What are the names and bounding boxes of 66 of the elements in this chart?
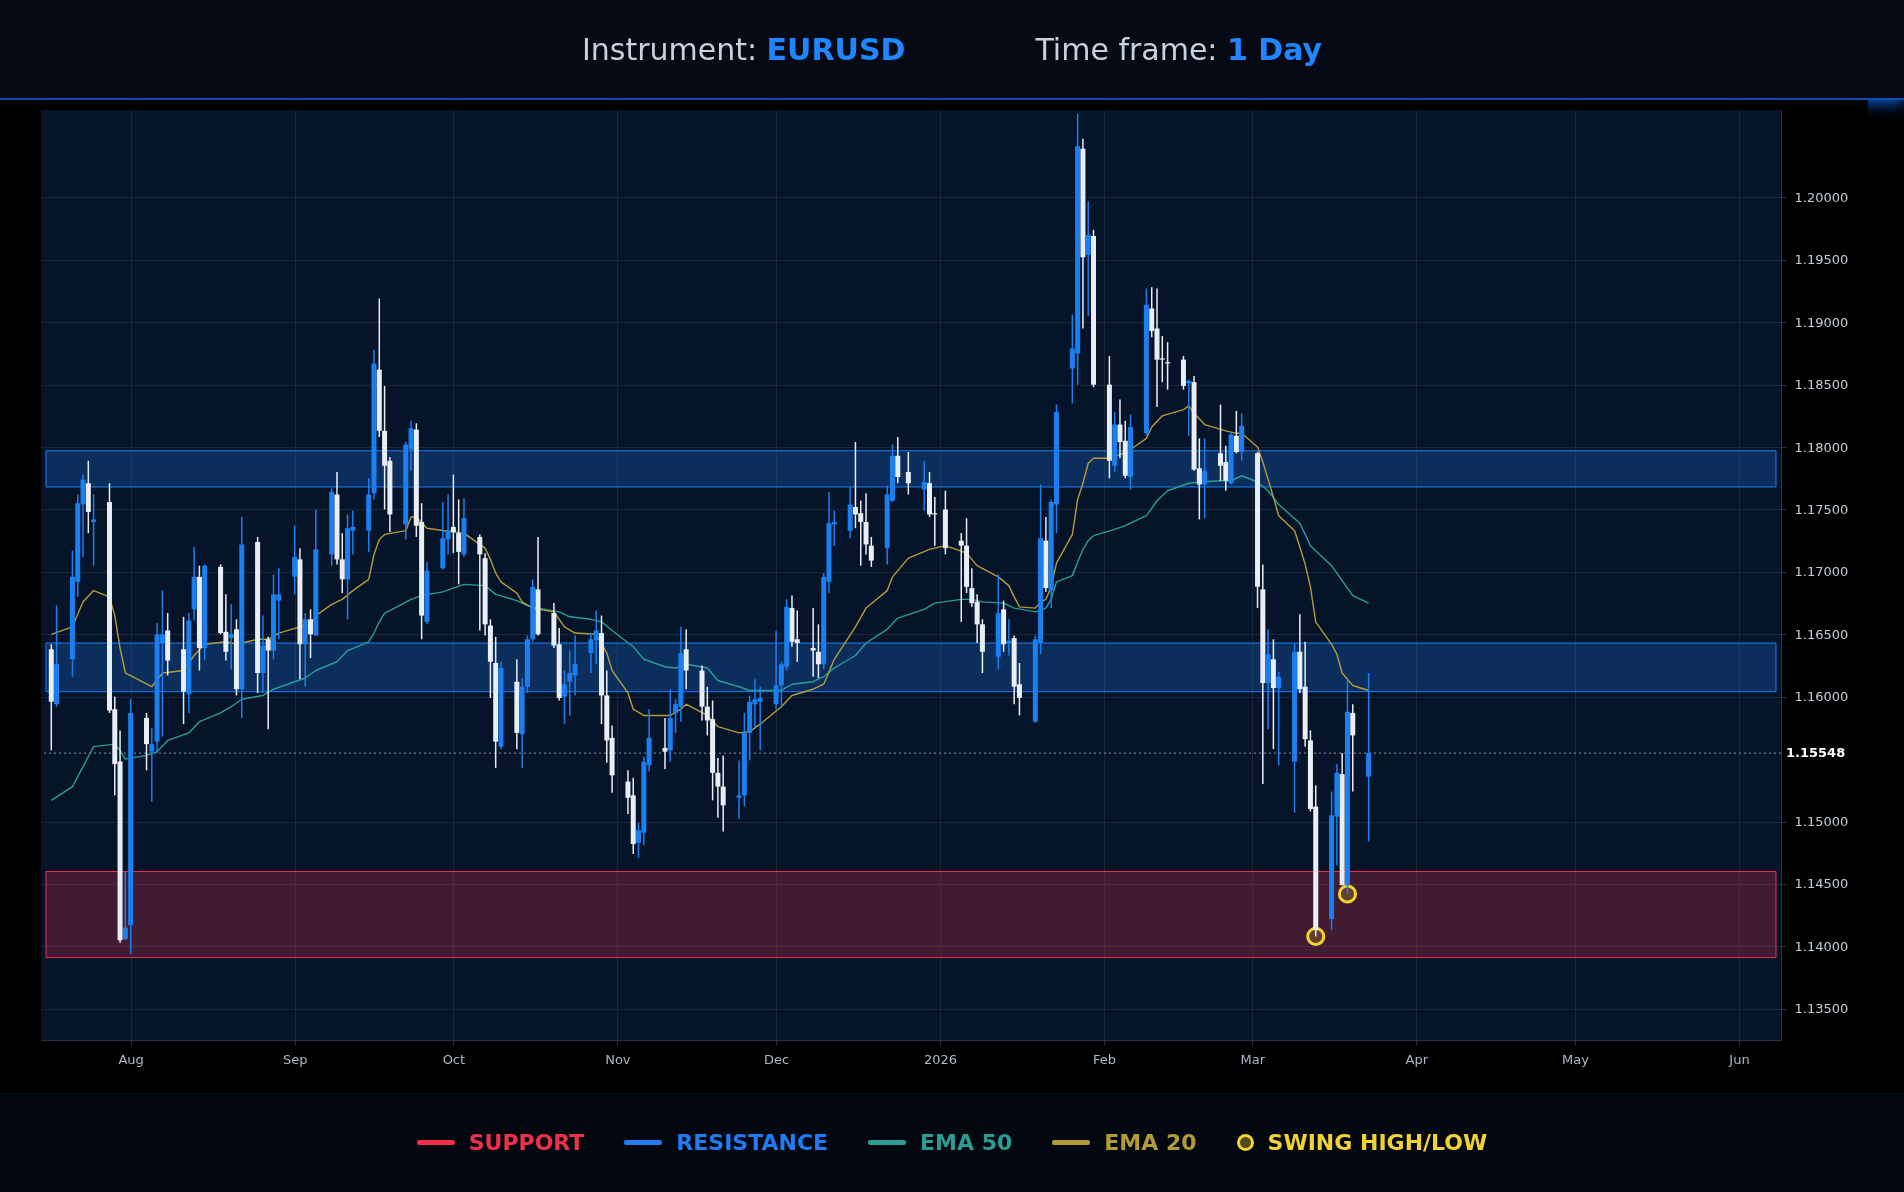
candlestick: [715, 757, 721, 819]
y-tick-label: 1.16500: [1794, 626, 1849, 642]
candlestick: [91, 493, 97, 567]
candlestick: [810, 607, 816, 678]
candlestick: [149, 727, 155, 803]
candlestick: [773, 629, 779, 710]
legend-label: RESISTANCE: [676, 1129, 829, 1155]
candlestick: [228, 603, 234, 670]
candlestick: [1366, 672, 1372, 843]
y-tick-label: 1.19500: [1794, 252, 1849, 268]
candlestick: [863, 492, 869, 556]
y-tick-label: 1.17500: [1794, 501, 1849, 517]
candlestick: [265, 636, 271, 730]
y-tick-label: 1.15000: [1794, 814, 1849, 830]
y-tick-label: 1.20000: [1794, 189, 1849, 205]
candlestick: [450, 473, 456, 554]
y-tick-label: 1.16000: [1794, 689, 1849, 705]
candlestick: [662, 717, 668, 770]
candlestick: [1202, 437, 1208, 519]
ref-line-label: 1.15548: [1786, 745, 1846, 761]
candlestick: [1350, 703, 1356, 793]
x-tick-label: Aug: [118, 1051, 144, 1067]
candlestick: [958, 532, 964, 623]
x-tick-label: Mar: [1240, 1051, 1266, 1067]
chart-title: Instrument: EURUSD: [581, 31, 906, 67]
x-tick-label: Apr: [1405, 1051, 1429, 1067]
x-tick-label: May: [1562, 1051, 1590, 1067]
y-tick-label: 1.18000: [1794, 439, 1849, 455]
candlestick: [736, 759, 742, 820]
legend-label: EMA 50: [920, 1129, 1013, 1155]
candlestick: [1085, 200, 1091, 317]
legend-label: SUPPORT: [468, 1129, 585, 1155]
candlestick: [683, 628, 689, 690]
x-tick-label: Oct: [442, 1051, 466, 1067]
candlestick: [905, 451, 911, 496]
candlestick: [456, 498, 462, 586]
candlestick: [815, 623, 821, 679]
candlestick: [122, 870, 128, 941]
candlestick: [477, 533, 483, 632]
candlestick: [868, 536, 874, 568]
candlestick: [1276, 670, 1282, 767]
chart-subtitle: Time frame: 1 Day: [1035, 31, 1323, 67]
x-tick-label: Jun: [1728, 1051, 1750, 1067]
y-tick-label: 1.14500: [1794, 876, 1849, 892]
candlestick: [561, 669, 567, 725]
x-tick-label: Dec: [764, 1051, 790, 1067]
candlestick: [895, 436, 901, 484]
candlestick: [292, 524, 298, 596]
x-tick-label: Feb: [1093, 1051, 1117, 1067]
candlestick: [339, 532, 345, 594]
x-tick-label: Sep: [282, 1051, 308, 1067]
y-tick-label: 1.18500: [1794, 377, 1849, 393]
legend-label: SWING HIGH/LOW: [1267, 1129, 1488, 1155]
line-series: [50, 405, 1370, 734]
legend-label: EMA 20: [1104, 1129, 1197, 1155]
candlestick: [1233, 410, 1239, 455]
x-tick-label: Nov: [605, 1051, 631, 1067]
y-tick-label: 1.14000: [1794, 938, 1849, 954]
y-tick-label: 1.17000: [1794, 564, 1849, 580]
candlestick: [308, 608, 314, 659]
candlestick: [720, 754, 726, 833]
candlestick: [159, 589, 165, 738]
y-tick-label: 1.19000: [1794, 314, 1849, 330]
x-tick-label: 2026: [924, 1051, 958, 1067]
candlestick: [921, 460, 927, 512]
y-tick-label: 1.13500: [1794, 1001, 1849, 1017]
